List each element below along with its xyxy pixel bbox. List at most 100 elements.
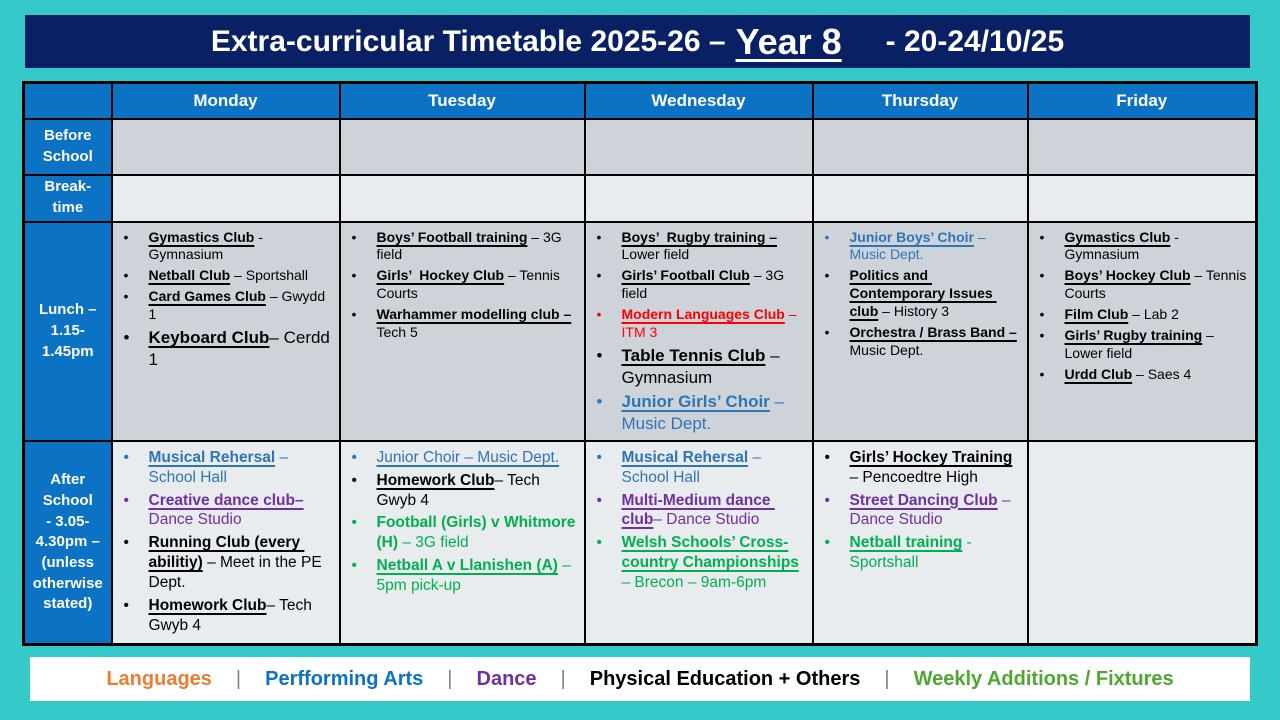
activity-name: Musical Rehersal xyxy=(621,448,749,466)
activity-name: Musical Rehersal xyxy=(148,448,276,466)
bullet-icon: • xyxy=(596,306,602,323)
activity-item: • Film Club – Lab 2 xyxy=(1031,306,1254,324)
activity-location: – History 3 xyxy=(878,303,950,320)
activity-item: • Homework Club– Tech Gwyb 4 xyxy=(115,596,337,636)
activity-location: – Dance Studio xyxy=(849,491,1015,529)
activity-item: • Modern Languages Club – ITM 3 xyxy=(588,306,810,342)
activity-location: – Lower field xyxy=(1064,327,1218,361)
bullet-icon: • xyxy=(596,267,602,284)
bullet-icon: • xyxy=(596,534,602,552)
activity-name: Girls’ Rugby training xyxy=(1064,327,1203,344)
activity-location: – Gwydd 1 xyxy=(148,288,330,323)
cell-monday-after: • Musical Rehersal – School Hall • Creative… xyxy=(110,439,341,646)
activity-text: Street Dancing Club – Dance Studio xyxy=(850,491,1025,531)
activity-location: – School Hall xyxy=(148,448,293,486)
activity-text: Musical Rehersal – School Hall xyxy=(149,448,337,488)
bullet-icon: • xyxy=(351,267,357,284)
activity-text: Creative dance club– Dance Studio xyxy=(149,491,337,531)
activity-name: Boys’ Hockey Club xyxy=(1064,267,1191,284)
activity-item: • Boys’ Football training – 3G field xyxy=(343,229,582,265)
activity-location: - Gymnasium xyxy=(1064,228,1183,263)
activity-name: Homework Club xyxy=(376,471,495,489)
cell-wednesday-before xyxy=(583,117,814,176)
page-title-prefix: Extra-curricular Timetable 2025-26 – xyxy=(210,24,726,58)
activity-text: Boys’ Hockey Club – Tennis Courts xyxy=(1065,267,1254,303)
activity-name: Card Games Club xyxy=(148,288,266,305)
cell-friday-break xyxy=(1026,173,1258,223)
bullet-icon: • xyxy=(824,267,830,284)
activity-name: Girls’ Hockey Club xyxy=(376,267,505,284)
activity-text: Welsh Schools’ Cross-country Championshi… xyxy=(622,533,810,592)
bullet-icon: • xyxy=(1039,228,1045,245)
activity-item: • Girls’ Hockey Training – Pencoedtre Hig… xyxy=(816,448,1025,488)
activity-text: Junior Boys’ Choir – Music Dept. xyxy=(850,229,1025,265)
activity-item: • Boys’ Hockey Club – Tennis Courts xyxy=(1031,267,1254,303)
activity-item: • Warhammer modelling club – Tech 5 xyxy=(343,306,582,342)
activity-name: Multi-Medium dance club xyxy=(621,491,775,529)
bullet-icon: • xyxy=(351,306,357,323)
bullet-icon: • xyxy=(596,345,603,365)
cell-tuesday-before xyxy=(338,117,586,176)
activity-text: Football (Girls) v Whitmore (H) – 3G fie… xyxy=(377,513,582,553)
bullet-icon: • xyxy=(123,288,129,305)
activity-text: Netball Club – Sportshall xyxy=(149,267,337,285)
cell-monday-lunch: • Gymastics Club - Gymnasium • Netball Club… xyxy=(110,220,341,442)
activity-text: Modern Languages Club – ITM 3 xyxy=(622,306,810,342)
activity-item: • Creative dance club– Dance Studio xyxy=(115,491,337,531)
activity-location: – Saes 4 xyxy=(1132,365,1192,382)
activity-item: • Football (Girls) v Whitmore (H) – 3G fi… xyxy=(343,513,582,553)
cell-tuesday-break xyxy=(338,173,586,223)
legend-separator: | xyxy=(235,667,242,690)
activity-item: • Politics and Contemporary Issues club –… xyxy=(816,267,1025,321)
activity-item: • Junior Boys’ Choir – Music Dept. xyxy=(816,229,1025,265)
legend-bar: Languages | Perfforming Arts | Dance | Physica… xyxy=(30,657,1250,701)
activity-name: Keyboard Club xyxy=(148,328,270,348)
row-label-break: Break- time xyxy=(22,173,113,223)
activity-location: - Sportshall xyxy=(849,534,977,572)
activity-name: Table Tennis Club xyxy=(621,345,766,365)
activity-location: – 3G field xyxy=(398,534,469,552)
activity-name: Netball Club xyxy=(148,267,231,284)
activity-text: Junior Girls’ Choir – Music Dept. xyxy=(622,391,810,435)
activity-item: • Homework Club– Tech Gwyb 4 xyxy=(343,471,582,511)
legend-weekly-additions-fixtures: Weekly Additions / Fixtures xyxy=(913,667,1174,690)
activity-name: Gymastics Club xyxy=(1064,228,1171,245)
activity-text: Multi-Medium dance club– Dance Studio xyxy=(622,491,810,531)
activity-text: Warhammer modelling club – Tech 5 xyxy=(377,306,582,342)
activity-location: – Dance Studio xyxy=(653,511,760,529)
day-header-friday: Friday xyxy=(1026,81,1258,120)
page-title-year: Year 8 xyxy=(735,20,842,62)
bullet-icon: • xyxy=(351,557,357,575)
row-lunch: Lunch – 1.15- 1.45pm • Gymastics Club - Gy… xyxy=(22,220,1258,442)
activity-name: Running Club (every abilitiy) xyxy=(148,534,305,572)
row-break: Break- time xyxy=(22,173,1258,223)
activity-item: • Table Tennis Club – Gymnasium xyxy=(588,345,810,389)
cell-wednesday-lunch: • Boys’ Rugby training – Lower field • Girl… xyxy=(583,220,814,442)
activity-name: Street Dancing Club xyxy=(849,491,998,509)
activity-text: Girls’ Rugby training – Lower field xyxy=(1065,327,1254,363)
legend-separator: | xyxy=(447,667,453,690)
timetable: Monday Tuesday Wednesday Thursday Friday Bef… xyxy=(22,81,1258,647)
activity-text: Netball training - Sportshall xyxy=(850,533,1025,573)
activity-text: Politics and Contemporary Issues club – … xyxy=(850,267,1025,321)
activity-location: – 3G field xyxy=(376,228,566,263)
activity-item: • Gymastics Club - Gymnasium xyxy=(115,229,337,265)
activity-location: Music Dept. xyxy=(849,324,1021,358)
activity-name: Urdd Club xyxy=(1064,365,1133,382)
activity-text: Gymastics Club - Gymnasium xyxy=(149,229,337,265)
activity-name: Orchestra / Brass Band – xyxy=(849,324,1017,341)
bullet-icon: • xyxy=(123,267,129,284)
row-label-lunch: Lunch – 1.15- 1.45pm xyxy=(22,220,113,442)
bullet-icon: • xyxy=(1039,267,1045,284)
day-header-wednesday: Wednesday xyxy=(583,81,814,120)
bullet-icon: • xyxy=(596,448,602,466)
page-title-week: - 20-24/10/25 xyxy=(885,24,1065,58)
activity-name: Film Club xyxy=(1064,306,1129,323)
bullet-icon: • xyxy=(351,471,357,489)
bullet-icon: • xyxy=(824,448,830,466)
activity-item: • Boys’ Rugby training – Lower field xyxy=(588,229,810,265)
activity-location: – Gymnasium xyxy=(621,345,785,387)
activity-text: Gymastics Club - Gymnasium xyxy=(1065,229,1254,265)
bullet-icon: • xyxy=(123,596,129,614)
bullet-icon: • xyxy=(1039,365,1045,382)
